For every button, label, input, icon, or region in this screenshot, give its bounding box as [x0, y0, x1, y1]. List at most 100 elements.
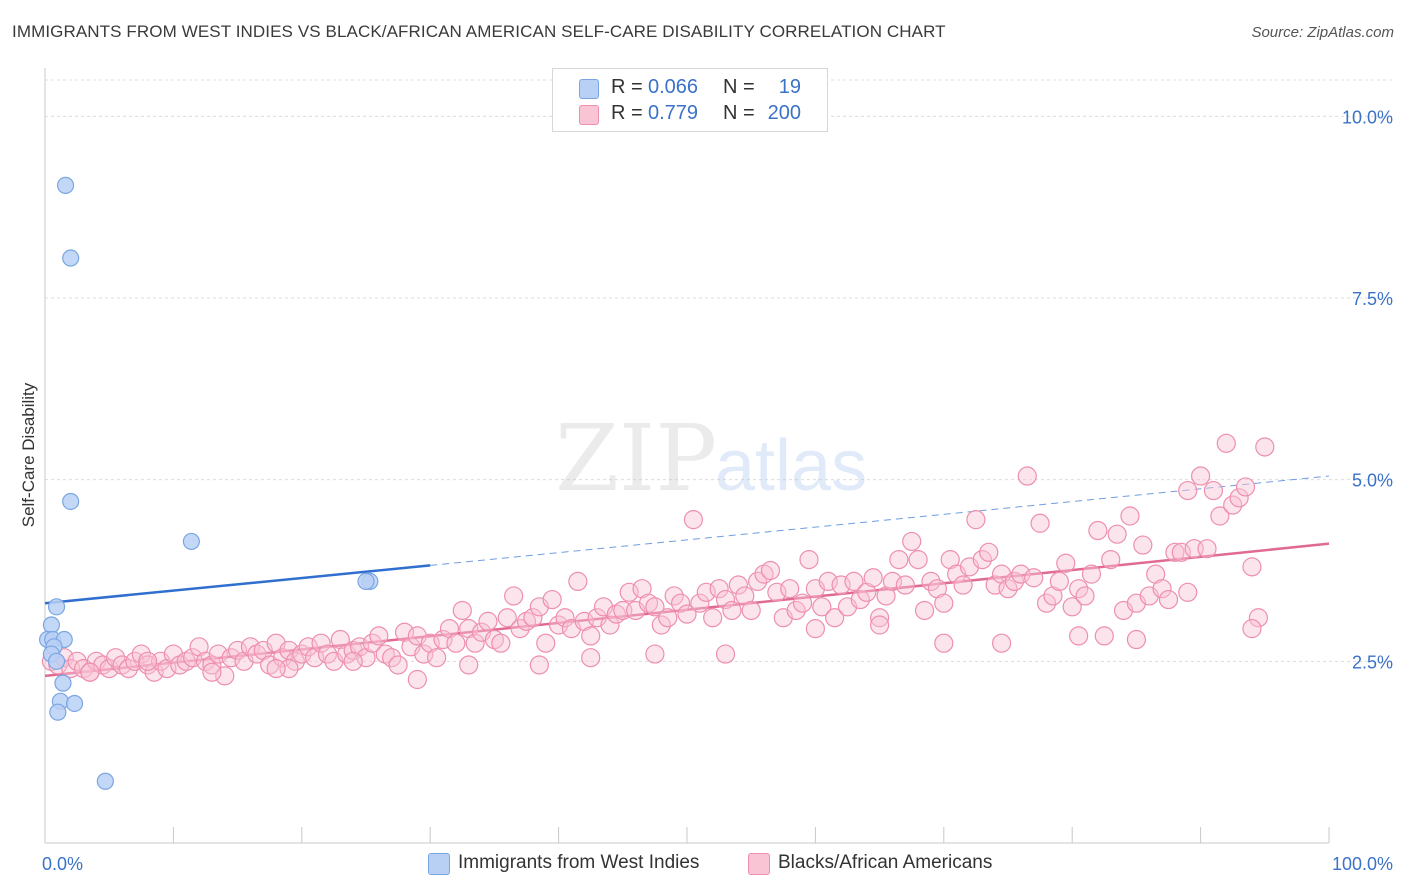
point-black-african-american	[831, 575, 851, 595]
y-axis-label: Self-Care Disability	[19, 382, 38, 527]
point-black-african-american	[581, 648, 601, 668]
point-black-african-american	[176, 651, 196, 671]
point-black-african-american	[523, 608, 543, 628]
point-black-african-american	[902, 531, 922, 552]
point-black-african-american	[1229, 488, 1249, 508]
point-black-african-american	[548, 615, 569, 635]
point-black-african-american	[722, 600, 742, 621]
point-black-african-american	[658, 608, 678, 628]
point-black-african-american	[972, 549, 992, 570]
point-black-african-american	[568, 571, 588, 592]
y-tick-label: 5.0%	[1352, 471, 1393, 491]
point-black-african-american	[215, 666, 235, 686]
point-black-african-american	[741, 600, 761, 621]
point-black-african-american	[144, 662, 164, 682]
point-black-african-american	[1094, 626, 1114, 646]
point-black-african-american	[1242, 557, 1262, 577]
point-black-african-american	[998, 579, 1018, 599]
point-black-african-american	[914, 600, 935, 621]
point-black-african-american	[465, 633, 485, 653]
point-west-indies	[96, 772, 114, 790]
point-black-african-american	[670, 593, 691, 613]
point-black-african-american	[446, 633, 466, 653]
point-black-african-american	[427, 648, 447, 668]
point-west-indies	[182, 532, 200, 551]
point-black-african-american	[1190, 466, 1211, 486]
point-black-african-american	[1011, 564, 1031, 584]
watermark-atlas: atlas	[715, 426, 867, 506]
point-black-african-american	[1081, 564, 1102, 584]
point-black-african-american	[99, 658, 119, 679]
legend-r-label: R =	[611, 102, 643, 124]
point-black-african-american	[510, 619, 530, 639]
point-black-african-american	[792, 593, 813, 613]
point-west-indies	[47, 652, 66, 670]
y-tick-label: 2.5%	[1352, 652, 1393, 672]
point-black-african-american	[1255, 437, 1275, 457]
point-west-indies	[49, 703, 67, 721]
bottom-legend-label-black-african-american: Blacks/African Americans	[778, 852, 993, 873]
point-west-indies	[42, 616, 61, 634]
point-black-african-american	[805, 619, 826, 639]
point-black-african-american	[1178, 582, 1198, 602]
point-black-african-american	[606, 604, 626, 624]
point-black-african-american	[407, 669, 427, 690]
point-black-african-american	[67, 651, 87, 671]
watermark-zip: ZIP	[555, 405, 717, 512]
point-west-indies	[54, 674, 72, 692]
stats-legend: R = 0.066 N = 19 R = 0.779 N = 200	[552, 68, 828, 132]
point-black-african-american	[780, 579, 800, 599]
point-black-african-american	[208, 644, 228, 664]
point-black-african-american	[247, 644, 267, 664]
point-black-african-american	[882, 571, 903, 592]
point-black-african-american	[1062, 597, 1082, 617]
point-black-african-american	[1004, 571, 1025, 592]
point-black-african-american	[619, 582, 639, 602]
point-black-african-american	[1030, 513, 1050, 533]
point-black-african-american	[298, 637, 318, 657]
point-black-african-american	[1216, 433, 1236, 453]
point-black-african-american	[651, 615, 671, 635]
point-black-african-american	[869, 608, 890, 628]
point-black-african-american	[1056, 553, 1076, 573]
point-black-african-american	[645, 644, 665, 664]
point-black-african-american	[1158, 589, 1179, 610]
point-black-african-american	[1017, 466, 1037, 486]
point-west-indies	[56, 176, 75, 194]
point-black-african-american	[292, 644, 312, 664]
x-tick-label-max: 100.0%	[1332, 854, 1393, 874]
point-black-african-american	[504, 586, 524, 606]
legend-swatch-black-african-american	[579, 105, 599, 125]
point-black-african-american	[645, 597, 665, 617]
point-black-african-american	[921, 571, 941, 592]
bottom-legend-swatch-west-indies	[428, 853, 450, 875]
point-black-african-american	[311, 633, 331, 653]
point-black-african-american	[709, 579, 729, 599]
point-black-african-american	[369, 626, 389, 646]
point-black-african-american	[138, 651, 158, 671]
point-black-african-american	[266, 658, 286, 679]
y-tick-label: 10.0%	[1342, 107, 1393, 127]
point-black-african-american	[1242, 619, 1262, 639]
point-black-african-american	[600, 615, 620, 635]
point-black-african-american	[799, 549, 819, 570]
point-black-african-american	[696, 582, 716, 602]
point-black-african-american	[491, 633, 511, 653]
legend-n-value: 19	[778, 76, 801, 98]
x-tick-label-min: 0.0%	[42, 854, 83, 874]
legend-r-value: 0.779	[648, 102, 699, 124]
legend-n-value: 200	[767, 102, 801, 124]
point-black-african-american	[1133, 535, 1153, 555]
point-black-african-american	[715, 644, 736, 664]
point-black-african-american	[202, 655, 222, 675]
point-black-african-american	[362, 633, 383, 653]
source-label: Source: ZipAtlas.com	[1251, 24, 1394, 41]
point-black-african-american	[760, 560, 781, 581]
point-black-african-american	[690, 593, 710, 613]
tick-labels: 2.5% 5.0% 7.5% 10.0% 0.0% 100.0%	[42, 107, 1393, 874]
legend-n-label: N =	[723, 76, 755, 98]
point-black-african-american	[825, 608, 845, 628]
point-black-african-american	[581, 626, 601, 646]
point-black-african-american	[869, 615, 890, 635]
